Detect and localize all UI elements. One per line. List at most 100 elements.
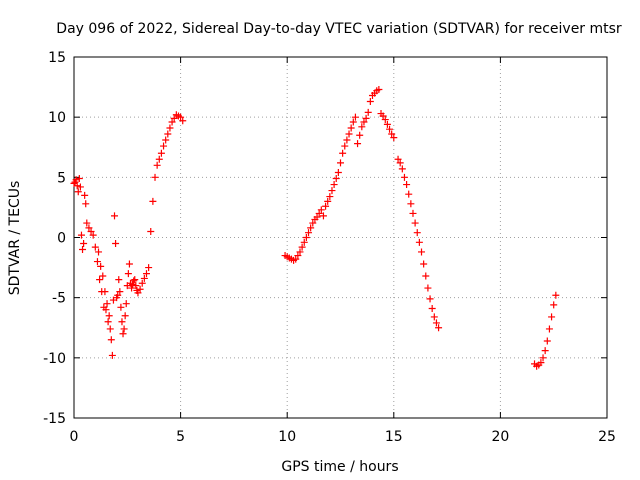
data-point <box>118 318 126 326</box>
data-point <box>112 240 120 248</box>
data-point <box>72 176 80 184</box>
data-point <box>413 229 421 237</box>
data-point <box>170 114 178 122</box>
series-segment-3 <box>394 155 443 332</box>
x-tick-label: 0 <box>70 429 79 445</box>
y-tick-label: -5 <box>52 291 66 307</box>
data-point <box>166 124 174 132</box>
data-point <box>313 213 321 221</box>
data-point <box>147 227 155 235</box>
data-point <box>91 243 99 251</box>
data-point <box>85 224 93 232</box>
data-point <box>119 330 127 338</box>
data-point <box>298 243 306 251</box>
data-point <box>99 272 107 280</box>
data-point <box>96 276 104 284</box>
data-point <box>93 258 101 266</box>
data-point <box>430 313 438 321</box>
data-point <box>351 113 359 121</box>
data-point <box>82 200 90 208</box>
data-point <box>149 197 157 205</box>
data-point <box>388 130 396 138</box>
data-point <box>103 300 111 308</box>
data-point <box>548 313 556 321</box>
data-point <box>115 276 123 284</box>
data-point <box>330 181 338 189</box>
data-point <box>307 224 315 232</box>
data-point <box>403 181 411 189</box>
data-point <box>537 359 545 367</box>
data-point <box>140 274 148 282</box>
data-point <box>328 187 336 195</box>
data-point <box>77 231 85 239</box>
data-point <box>347 124 355 132</box>
y-tick-label: -10 <box>43 351 66 367</box>
data-point <box>381 116 389 124</box>
data-point <box>552 291 560 299</box>
data-point <box>79 246 87 254</box>
data-point <box>362 114 370 122</box>
data-point <box>153 161 161 169</box>
data-point <box>129 280 137 288</box>
x-tick-label: 10 <box>278 429 296 445</box>
x-tick-label: 5 <box>176 429 185 445</box>
data-point <box>122 300 130 308</box>
data-point <box>411 219 419 227</box>
data-point <box>432 319 440 327</box>
grid-layer <box>74 57 607 418</box>
data-point <box>326 193 334 201</box>
data-point <box>106 325 114 333</box>
data-point <box>117 303 125 311</box>
data-point <box>405 190 413 198</box>
data-point <box>121 312 129 320</box>
data-point <box>73 182 81 190</box>
data-point <box>130 277 138 285</box>
x-tick-label: 15 <box>385 429 403 445</box>
data-point <box>142 270 150 278</box>
data-point <box>101 288 109 296</box>
data-point <box>162 136 170 144</box>
data-point <box>179 117 187 125</box>
data-point <box>415 238 423 246</box>
data-point <box>300 238 308 246</box>
data-point <box>177 113 185 121</box>
data-point <box>132 282 140 290</box>
data-point <box>107 336 115 344</box>
data-point <box>134 289 142 297</box>
data-point <box>400 173 408 181</box>
data-point <box>379 112 387 120</box>
data-point <box>366 98 374 106</box>
data-point <box>105 312 113 320</box>
data-point <box>550 301 558 309</box>
data-point <box>292 255 300 263</box>
data-point <box>398 165 406 173</box>
tick-layer: 0 5 10 15 20 25 -15 -10 -5 0 5 10 15 <box>43 50 616 445</box>
data-point <box>337 159 344 167</box>
y-tick-label: 10 <box>48 110 66 126</box>
data-point <box>386 125 394 133</box>
data-point <box>407 200 415 208</box>
data-point <box>345 130 353 138</box>
data-point <box>309 219 317 227</box>
data-point <box>160 142 168 150</box>
x-tick-label: 20 <box>491 429 509 445</box>
data-point <box>349 118 357 126</box>
data-point <box>164 130 172 138</box>
data-point <box>319 212 327 220</box>
data-point <box>317 206 325 214</box>
data-point <box>157 149 165 157</box>
data-point <box>131 276 139 284</box>
data-point <box>390 134 398 142</box>
data-point <box>426 295 434 303</box>
y-tick-label: 15 <box>48 50 66 66</box>
data-point <box>420 260 428 268</box>
data-point <box>396 159 404 167</box>
data-point <box>539 354 547 362</box>
data-point <box>435 324 443 332</box>
series-segment-4 <box>531 291 560 370</box>
data-point <box>364 108 372 116</box>
data-point <box>343 136 351 144</box>
x-tick-label: 25 <box>598 429 616 445</box>
